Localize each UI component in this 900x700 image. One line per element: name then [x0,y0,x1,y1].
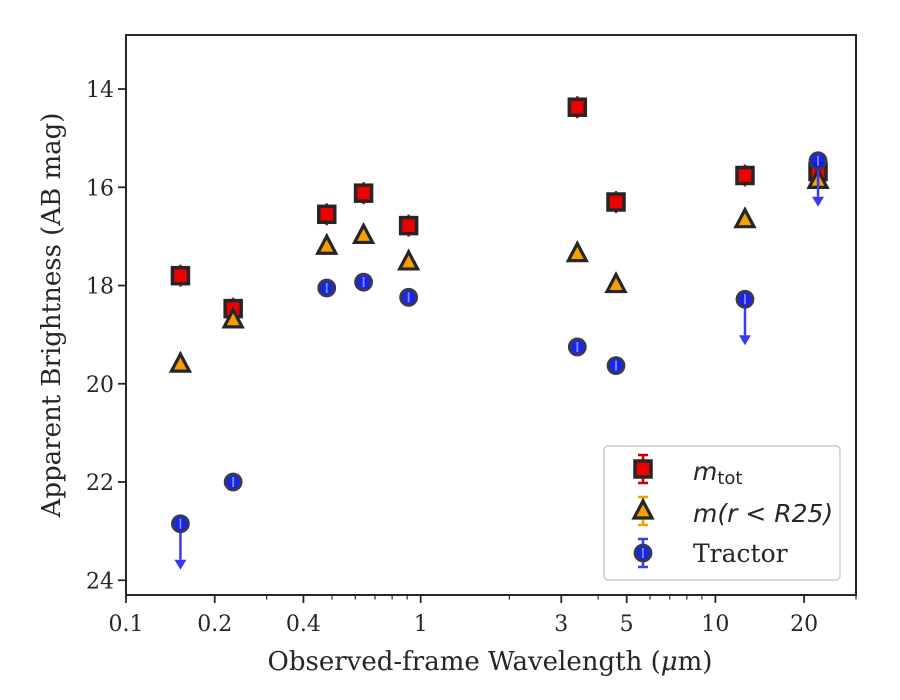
upper-limit-arrowhead [738,335,751,346]
legend-markers [631,453,655,569]
x-axis-title-prefix: Observed-frame Wavelength ( [268,647,661,677]
mr25-point [733,206,757,229]
x-tick-label: 0.1 [109,612,144,637]
legend-label-mtot: mtot [693,457,743,489]
mr25-point [221,306,245,329]
mr25-point [565,240,589,263]
x-axis-title-suffix: m) [678,647,713,677]
y-tick-label: 18 [86,275,114,300]
legend-marker-mr25-point [631,497,655,520]
x-axis-title-mu: μ [661,647,678,677]
y-axis-title: Apparent Brightness (AB mag) [37,113,67,519]
mtot-point [567,97,588,117]
mr25-point [604,271,628,294]
mtot-point [317,204,337,225]
legend-label-mr25-rest: (r < R25) [717,499,833,528]
marks-layer [168,96,830,570]
y-tick-label: 24 [86,569,114,594]
x-tick-label: 3 [554,612,568,637]
x-tick-label: 0.4 [286,612,321,637]
legend-label-mtot-sub: tot [717,468,742,489]
legend-label-tractor: Tractor [693,539,788,568]
x-axis-title: Observed-frame Wavelength (μm) [268,647,713,677]
y-tick-label: 22 [86,471,114,496]
ticks-layer: 0.1 0.2 0.4 1 3 5 10 20 14 16 18 20 22 24 [86,78,857,637]
mr25-point [396,248,421,271]
mtot-point [735,165,755,186]
mtot-point [398,215,419,236]
mtot-point [606,192,626,212]
y-tick-label: 20 [86,373,114,398]
plot-frame [125,34,857,596]
legend-box [603,445,841,581]
mr25-point [315,232,339,255]
upper-limit-arrowhead [174,559,187,570]
x-tick-label: 20 [790,612,818,637]
x-tick-label: 0.2 [197,612,232,637]
mr25-point [168,350,193,373]
x-tick-label: 10 [701,612,729,637]
x-tick-label: 1 [414,612,428,637]
y-tick-label: 16 [86,176,114,201]
mtot-point [170,265,191,286]
legend-marker-mtot-point [633,459,653,479]
y-tick-label: 14 [86,78,114,103]
mr25-point [351,222,376,245]
legend: mtot m(r < R25) Tractor [603,445,841,581]
x-tick-label: 5 [620,612,634,637]
upper-limit-arrowhead [812,196,825,207]
legend-label-mr25-m: m [693,499,717,528]
legend-label-mr25: m(r < R25) [693,499,833,528]
legend-label-mtot-m: m [693,457,717,486]
mtot-point [353,183,374,203]
